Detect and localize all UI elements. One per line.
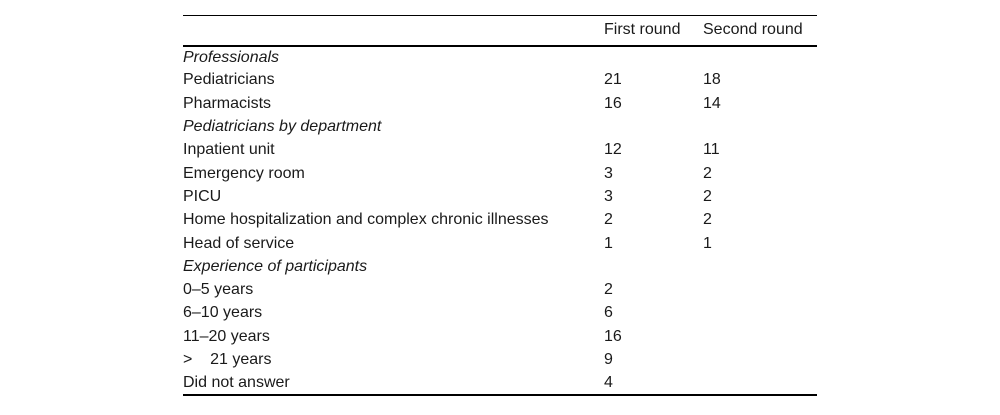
second-round-value: 1 <box>703 234 712 252</box>
data-table: First round Second round Professionals Pe… <box>183 15 817 396</box>
second-round-value: 2 <box>703 187 712 205</box>
table-row: Inpatient unit 12 11 <box>183 139 817 162</box>
row-label: 6–10 years <box>183 304 263 322</box>
table-row: Pediatricians 21 18 <box>183 69 817 92</box>
second-round-value <box>703 348 817 371</box>
table-row: Pharmacists 16 14 <box>183 92 817 115</box>
header-first-round: First round <box>604 21 681 39</box>
second-round-value <box>703 278 817 301</box>
first-round-value: 21 <box>604 71 622 89</box>
table-row: > 21 years 9 <box>183 348 817 371</box>
first-round-value: 3 <box>604 164 613 182</box>
row-label: Pharmacists <box>183 94 272 112</box>
first-round-value: 2 <box>604 211 613 229</box>
row-label: Head of service <box>183 234 295 252</box>
table-row: Professionals <box>183 46 817 69</box>
header-second-round: Second round <box>703 21 803 39</box>
second-round-value <box>703 255 817 278</box>
first-round-value: 16 <box>604 94 622 112</box>
table-row: Experience of participants <box>183 255 817 278</box>
table-row: Pediatricians by department <box>183 115 817 138</box>
table-row: Emergency room 3 2 <box>183 162 817 185</box>
section-header-label: Pediatricians by department <box>183 118 382 136</box>
first-round-value: 12 <box>604 141 622 159</box>
first-round-value: 1 <box>604 234 613 252</box>
row-label: Home hospitalization and complex chronic… <box>183 211 549 229</box>
second-round-value <box>703 372 817 395</box>
row-label: > 21 years <box>183 351 272 368</box>
section-header-label: Professionals <box>183 48 280 66</box>
table-row: Head of service 1 1 <box>183 232 817 255</box>
header-empty-cell <box>183 16 604 46</box>
second-round-value <box>703 46 817 69</box>
row-label: 11–20 years <box>183 327 270 345</box>
first-round-value: 4 <box>604 373 613 391</box>
first-round-value: 3 <box>604 187 613 205</box>
first-round-value: 9 <box>604 351 613 368</box>
table-row: Did not answer 4 <box>183 372 817 395</box>
second-round-value <box>703 302 817 325</box>
table-row: Home hospitalization and complex chronic… <box>183 209 817 232</box>
row-label: Pediatricians <box>183 71 275 89</box>
second-round-value: 2 <box>703 211 712 229</box>
table-row: 6–10 years 6 <box>183 302 817 325</box>
second-round-value <box>703 325 817 348</box>
first-round-value: 6 <box>604 304 613 322</box>
section-header-label: Experience of participants <box>183 257 368 275</box>
participants-table: First round Second round Professionals Pe… <box>183 15 817 396</box>
table-row: 11–20 years 16 <box>183 325 817 348</box>
row-label: 0–5 years <box>183 281 254 299</box>
row-label: PICU <box>183 187 222 205</box>
second-round-value <box>703 115 817 138</box>
second-round-value: 11 <box>703 141 720 159</box>
first-round-value: 2 <box>604 281 613 299</box>
first-round-value <box>604 255 703 278</box>
second-round-value: 14 <box>703 94 721 112</box>
table-body: Professionals Pediatricians 21 18 Pharmacist… <box>183 46 817 395</box>
first-round-value <box>604 46 703 69</box>
second-round-value: 2 <box>703 164 712 182</box>
row-label: Inpatient unit <box>183 141 275 159</box>
row-label: Emergency room <box>183 164 305 182</box>
second-round-value: 18 <box>703 71 721 89</box>
row-label: Did not answer <box>183 373 290 391</box>
header-row: First round Second round <box>183 16 817 46</box>
first-round-value: 16 <box>604 327 622 345</box>
table-row: 0–5 years 2 <box>183 278 817 301</box>
first-round-value <box>604 115 703 138</box>
table-row: PICU 3 2 <box>183 185 817 208</box>
